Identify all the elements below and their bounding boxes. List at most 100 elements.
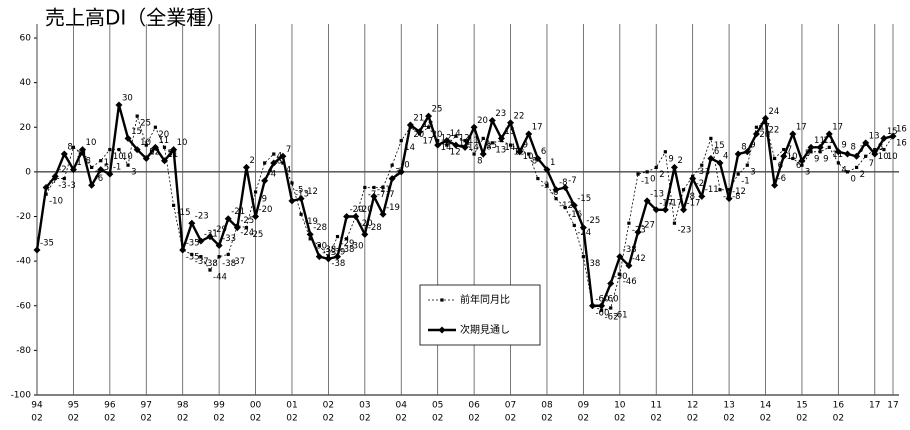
point-marker: [672, 221, 677, 225]
point-marker: [862, 139, 870, 147]
point-marker: [771, 181, 779, 189]
data-label: 16: [896, 125, 907, 135]
data-label: 5: [167, 149, 172, 159]
data-label: 21: [413, 114, 424, 124]
data-label: -5: [295, 186, 303, 196]
data-label: -28: [368, 223, 382, 233]
data-label: 14: [504, 143, 515, 153]
data-label: -25: [240, 216, 254, 226]
data-label: -11: [705, 185, 719, 195]
x-tick-sublabel: 02: [578, 414, 589, 424]
point-marker: [754, 125, 759, 129]
point-marker: [854, 165, 859, 170]
y-tick-label: 0: [25, 167, 31, 177]
data-label: -15: [177, 208, 191, 218]
point-marker: [871, 150, 879, 158]
data-label: -29: [213, 225, 227, 235]
data-label: 4: [286, 165, 291, 175]
x-tick-sublabel: 02: [432, 414, 443, 424]
point-marker: [461, 143, 469, 151]
point-marker: [60, 150, 68, 158]
data-label: 10: [177, 138, 188, 148]
point-marker: [816, 143, 824, 151]
data-label: -33: [222, 234, 236, 244]
point-marker: [363, 185, 367, 190]
data-label: -8: [559, 178, 567, 188]
data-label: 13: [495, 145, 506, 155]
point-marker: [69, 166, 77, 174]
x-tick-label: 07: [505, 401, 516, 411]
data-label: 10: [140, 138, 151, 148]
data-label: -38: [586, 259, 600, 269]
data-label: -20: [359, 205, 373, 215]
point-marker: [425, 112, 433, 120]
point-marker: [115, 101, 123, 109]
point-marker: [827, 145, 831, 149]
data-label: 8: [486, 143, 491, 153]
point-marker: [352, 213, 360, 220]
data-label: 15: [131, 127, 142, 137]
point-marker: [843, 150, 851, 158]
data-label: -3: [58, 181, 66, 191]
point-marker: [670, 163, 678, 171]
data-label: -20: [359, 219, 373, 229]
data-label: 7: [869, 159, 874, 169]
data-label: 17: [759, 122, 770, 132]
data-label: -13: [650, 189, 664, 199]
x-tick-sublabel: 02: [723, 414, 734, 424]
point-marker: [470, 123, 478, 131]
data-label: -25: [249, 230, 263, 240]
x-tick-label: 04: [396, 401, 408, 411]
x-tick-sublabel: 02: [68, 414, 79, 424]
data-label: 9: [523, 140, 528, 150]
x-tick-sublabel: 02: [614, 414, 625, 424]
data-label: 17: [796, 122, 807, 132]
point-marker: [789, 130, 797, 138]
point-marker: [208, 268, 212, 272]
point-marker: [570, 201, 578, 209]
data-label: -19: [386, 203, 400, 213]
point-marker: [508, 143, 513, 147]
data-label: 0: [650, 174, 655, 184]
data-label: 12: [450, 148, 461, 158]
point-marker: [782, 147, 786, 152]
point-marker: [834, 148, 842, 156]
data-label: 3: [395, 168, 400, 178]
x-tick-sublabel: 02: [760, 414, 771, 424]
data-label: 2: [659, 170, 664, 180]
data-label: -3: [67, 181, 75, 191]
data-label: 25: [432, 105, 443, 115]
x-tick-label: 09: [578, 401, 590, 411]
legend-box: [419, 284, 541, 346]
point-marker: [90, 165, 94, 170]
data-label: 18: [422, 120, 433, 130]
point-marker: [179, 246, 187, 254]
data-label: 17: [532, 122, 543, 132]
point-marker: [718, 188, 722, 192]
x-tick-sublabel: 02: [651, 414, 662, 424]
data-label: 0: [850, 174, 855, 184]
data-label: 24: [769, 107, 780, 117]
data-label: -1: [113, 163, 121, 173]
point-marker: [334, 253, 342, 261]
point-marker: [497, 134, 505, 142]
point-marker: [636, 172, 640, 176]
point-marker: [315, 253, 323, 261]
data-label: -38: [204, 259, 218, 269]
data-label: -10: [49, 197, 63, 207]
data-label: 17: [422, 136, 433, 146]
point-marker: [680, 206, 688, 214]
point-marker: [217, 255, 221, 259]
data-label: 6: [714, 147, 719, 157]
point-marker: [306, 230, 314, 238]
point-marker: [108, 147, 112, 152]
data-label: 14: [468, 143, 479, 153]
point-marker: [317, 243, 321, 248]
data-label: 5: [805, 149, 810, 159]
data-label: 7: [860, 145, 865, 155]
x-tick-label: 01: [286, 401, 297, 411]
point-marker: [588, 302, 596, 310]
data-label: 11: [814, 136, 825, 146]
point-marker: [399, 139, 403, 143]
